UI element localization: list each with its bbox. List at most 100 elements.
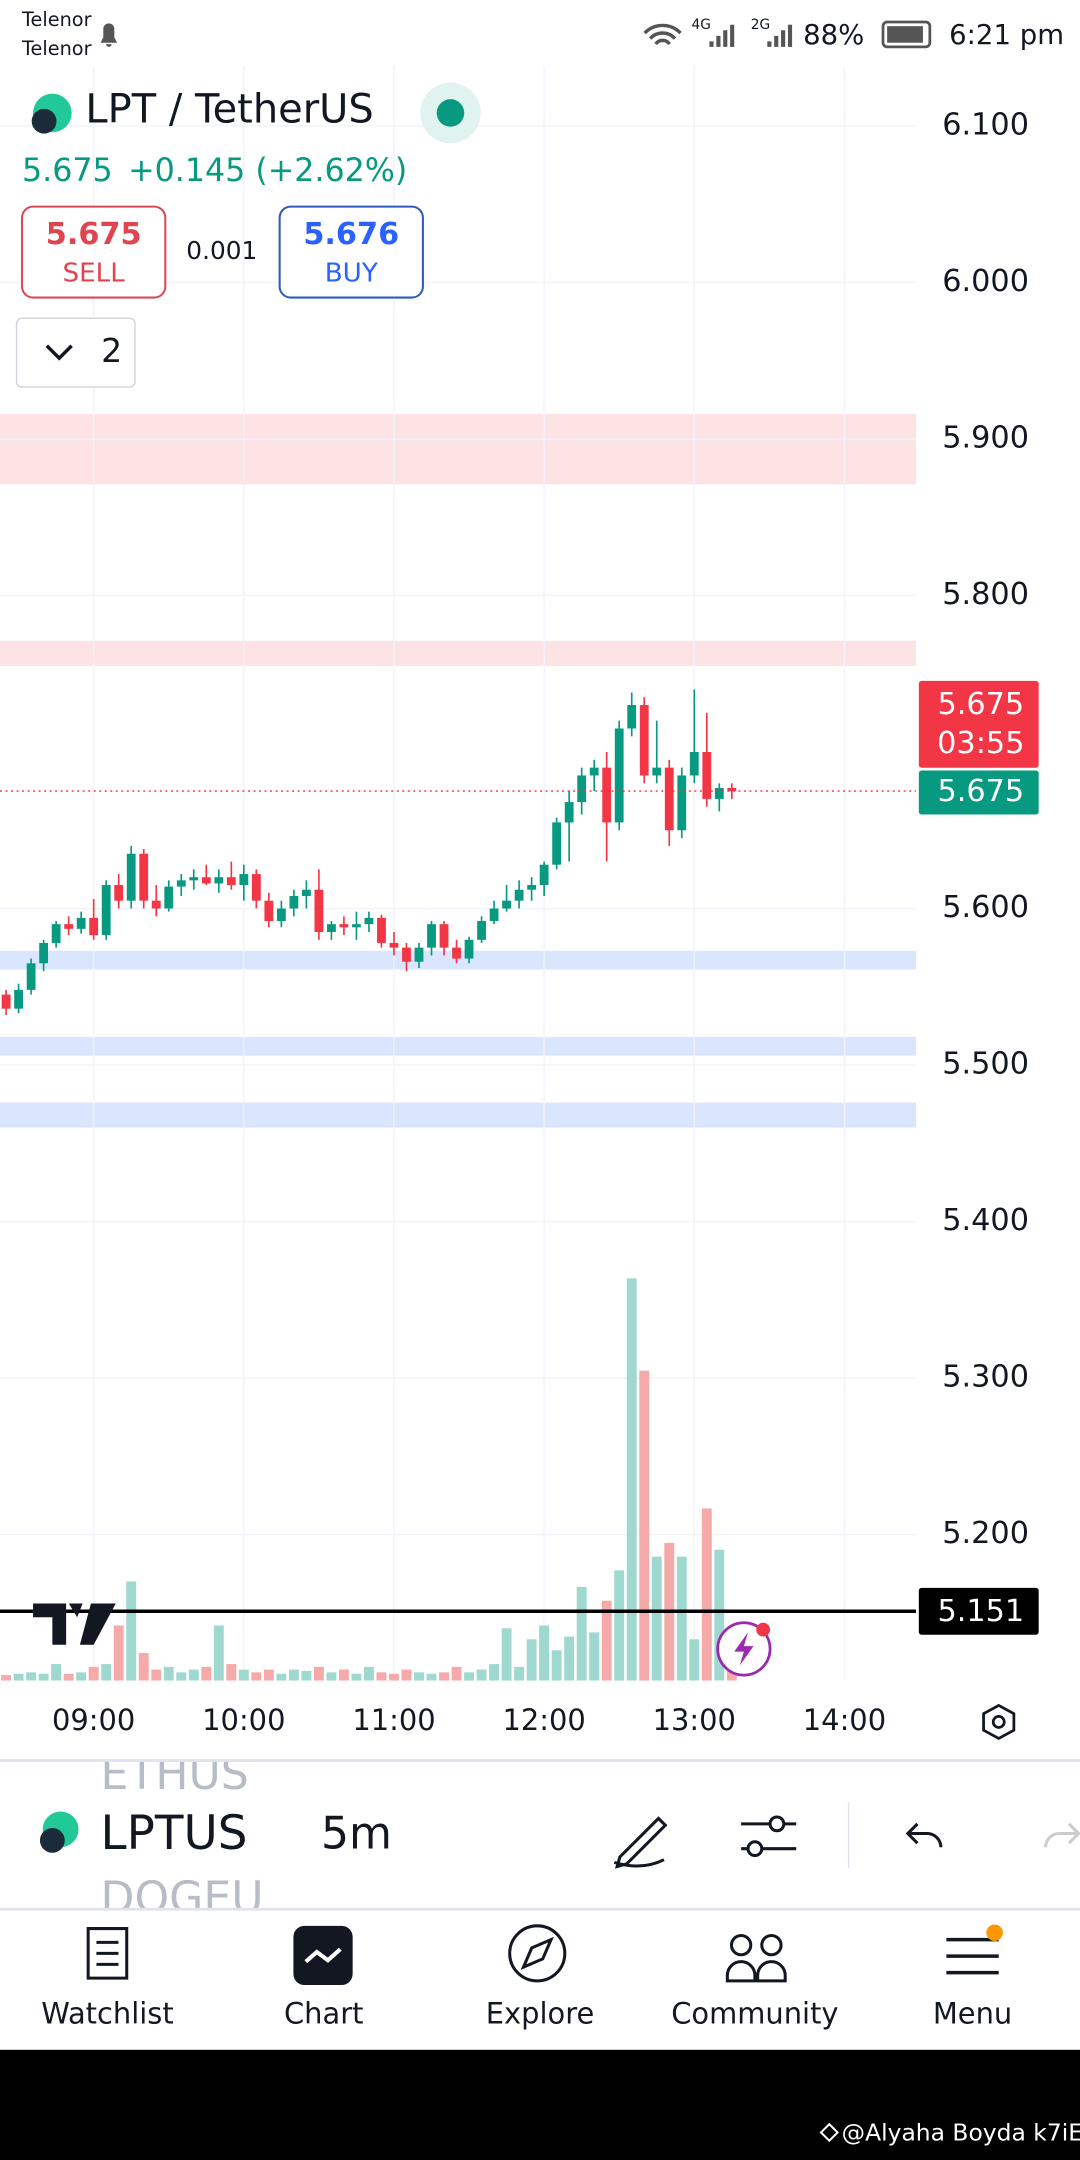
volume-bar [714,1549,725,1681]
redo-icon[interactable] [1044,1822,1080,1848]
y-tick-label: 5.400 [942,1203,1029,1238]
candle-body [364,917,374,925]
zone [0,1102,917,1128]
community-icon[interactable] [725,1960,787,1983]
explore-icon[interactable] [508,1924,567,1983]
volume-bar [101,1664,112,1681]
symbol-logo [31,108,57,134]
candle-body [164,886,174,909]
battery-icon [881,20,932,49]
last-price-label: 5.675 [937,687,1024,722]
last-price-tag [918,680,1039,768]
symbol-title[interactable]: LPT / TetherUS [85,87,373,133]
volume-bar [564,1636,575,1681]
volume-bar [576,1586,587,1681]
indicators-icon [768,1815,786,1833]
candle-body [439,924,449,948]
price: 5.675 [22,153,113,189]
candle-body [427,924,436,948]
candle-body [126,853,136,901]
nav-label[interactable]: Watchlist [41,1996,173,2030]
volume-bar [113,1625,124,1681]
countdown-label: 03:55 [937,726,1024,761]
x-tick-label: 09:00 [52,1703,135,1737]
buy-button[interactable] [278,205,424,299]
nav-label[interactable]: Menu [933,1996,1012,2030]
y-tick-label: 6.100 [942,107,1029,142]
sell-button[interactable] [21,205,167,299]
undo-icon[interactable] [905,1822,943,1848]
indicators-icon [746,1840,764,1858]
wifi-icon [643,23,682,46]
symbol-picker[interactable]: ETHUS LPTUS DOGEU [101,1749,264,1924]
candle-body [1,994,11,1009]
battery: 88% [803,19,864,51]
y-tick-label: 6.000 [942,264,1029,299]
candle-body [176,880,186,887]
battery-level [887,26,923,43]
candle-body [214,877,224,884]
candle-body [314,889,324,932]
candle-body [389,942,399,948]
y-tick-label: 5.900 [942,420,1029,455]
nav-label[interactable]: Chart [284,1996,363,2030]
watchlist-icon[interactable] [86,1927,129,1980]
candle-body [276,908,286,922]
symbol-option: DOGEU [101,1873,264,1924]
y-tick-label: 5.300 [942,1360,1029,1395]
volume-bar [476,1669,487,1681]
volume-bar [526,1639,537,1681]
candle-body [477,921,486,940]
candle-body [539,864,549,886]
menu-icon[interactable] [946,1937,999,1975]
settings-icon[interactable] [982,1703,1016,1741]
signal-icon [709,24,735,47]
layers-button[interactable] [15,317,136,388]
volume-bar [263,1669,274,1681]
volume-bar [313,1666,324,1681]
carrier: Telenor [21,37,92,60]
candle-body [76,917,86,929]
volume-bar [489,1664,500,1681]
volume-bar [589,1632,600,1681]
draw-icon[interactable] [613,1816,668,1869]
candle-body [226,877,236,886]
volume-bar [13,1673,24,1681]
candle-body [452,947,461,959]
candle-body [89,917,99,936]
buy-label: BUY [325,259,379,289]
candle-body [577,775,587,803]
candle-body [652,767,662,776]
volume-bar [126,1581,137,1681]
candle-body [189,877,199,881]
volume-bar [601,1600,612,1681]
sell-price: 5.675 [46,217,142,252]
candle-body [352,924,361,928]
volume-bar [551,1650,562,1681]
interval[interactable]: 5m [321,1808,392,1859]
zone [0,413,917,485]
candle-body [414,947,424,962]
watermark: @Alyaha Boyda k7iE [842,2118,1080,2146]
candle-body [702,751,712,799]
volume-bar [639,1370,650,1681]
candle-body [727,787,737,792]
volume-bar [288,1669,299,1681]
volume-bar [651,1556,662,1681]
candle-body [627,705,637,729]
nav-label[interactable]: Community [671,1996,838,2030]
chevron-icon [45,344,73,361]
bell-icon [100,23,118,47]
volume-bar [176,1672,187,1681]
zone [0,1036,917,1056]
candle-body [514,889,524,901]
nav-label[interactable]: Explore [486,1996,594,2030]
volume-bar [426,1673,437,1681]
plot-area [0,66,917,1681]
candle-body [677,775,687,831]
volume-bar [501,1628,512,1681]
symbol-current: LPTUS [101,1807,248,1861]
volume-bar [514,1666,525,1681]
x-tick-label: 12:00 [502,1703,585,1737]
